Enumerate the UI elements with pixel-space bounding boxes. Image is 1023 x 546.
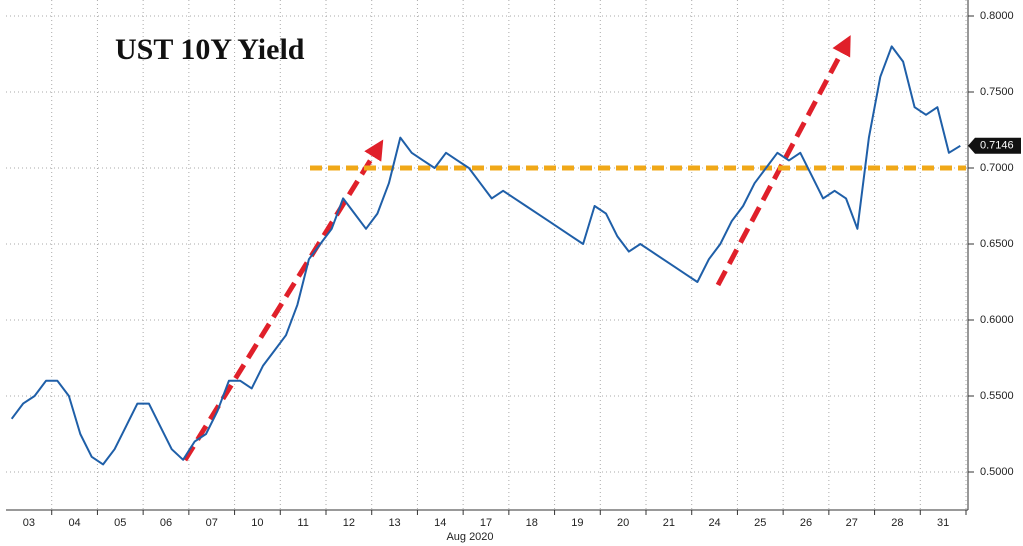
x-tick-label: 31 (937, 517, 949, 529)
y-tick-label: 0.6500 (980, 238, 1014, 250)
x-tick-label: 18 (526, 517, 538, 529)
x-tick-label: 17 (480, 517, 492, 529)
x-tick-label: 26 (800, 517, 812, 529)
x-tick-label: 24 (708, 517, 720, 529)
trend-arrow (182, 139, 384, 462)
series-line (10, 45, 961, 466)
last-value-box (968, 137, 1021, 154)
y-tick-label: 0.7500 (980, 86, 1014, 98)
x-tick-label: 05 (114, 517, 126, 529)
x-tick-label: 11 (297, 517, 308, 529)
y-tick-label: 0.7000 (980, 162, 1014, 174)
x-axis-label: Aug 2020 (446, 531, 493, 543)
x-tick-label: 25 (754, 517, 766, 529)
y-tick-label: 0.5500 (980, 390, 1014, 402)
x-tick-label: 07 (206, 517, 218, 529)
x-tick-label: 13 (388, 517, 400, 529)
x-tick-label: 10 (251, 517, 263, 529)
x-tick-label: 12 (343, 517, 355, 529)
y-tick-label: 0.8000 (980, 10, 1014, 22)
chart-title: UST 10Y Yield (115, 33, 305, 66)
x-tick-label: 27 (846, 517, 858, 529)
x-tick-label: 28 (891, 517, 903, 529)
x-tick-label: 03 (23, 517, 35, 529)
y-tick-label: 0.6000 (980, 314, 1014, 326)
y-tick-label: 0.5000 (980, 466, 1014, 478)
last-value-label: 0.7146 (980, 140, 1014, 152)
x-tick-label: 14 (434, 517, 446, 529)
x-tick-label: 04 (68, 517, 80, 529)
x-tick-label: 21 (663, 517, 675, 529)
x-tick-label: 19 (571, 517, 583, 529)
x-tick-label: 20 (617, 517, 629, 529)
trend-arrow (715, 35, 851, 287)
x-tick-label: 06 (160, 517, 172, 529)
